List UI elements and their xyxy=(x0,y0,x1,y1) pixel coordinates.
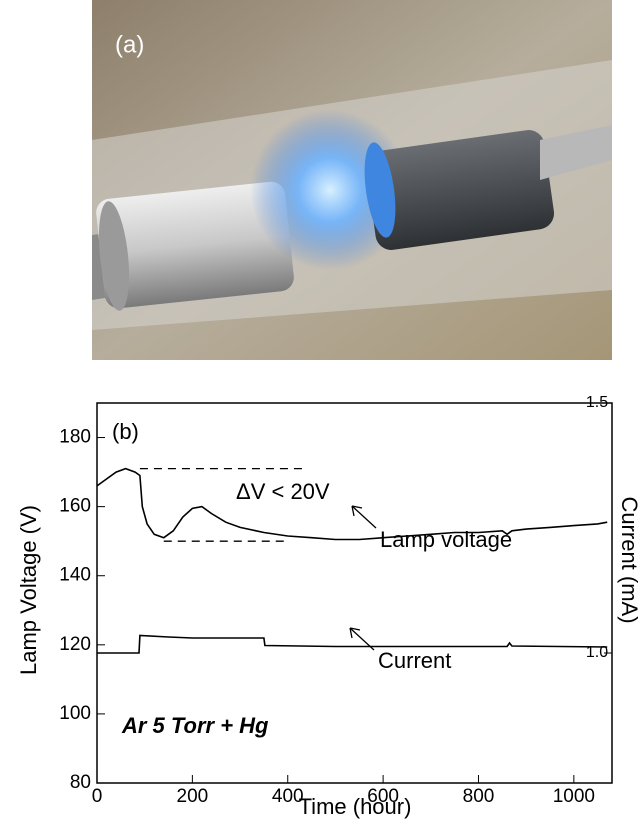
y-tick-label: 80 xyxy=(70,772,91,793)
annotation: ΔV < 20V xyxy=(236,479,330,504)
x-tick-label: 800 xyxy=(463,786,495,807)
figure: (a) (b) ΔV < 20V Lamp voltage Current Ar… xyxy=(0,0,641,823)
chart-frame: (b) ΔV < 20V Lamp voltage Current Ar 5 T… xyxy=(16,403,641,819)
series-line xyxy=(97,469,607,540)
panel-label: (a) xyxy=(115,31,144,58)
y-tick-label: 180 xyxy=(59,427,91,448)
y-tick-label: 140 xyxy=(59,565,91,586)
x-tick-label: 400 xyxy=(272,786,304,807)
annotation: Ar 5 Torr + Hg xyxy=(121,713,269,738)
annotation: Current xyxy=(378,648,451,673)
panel-label: (b) xyxy=(112,419,139,444)
x-tick-label: 200 xyxy=(177,786,209,807)
y-tick-label: 160 xyxy=(59,496,91,517)
y-tick-label: 100 xyxy=(59,703,91,724)
arrow xyxy=(352,506,376,528)
y2-axis-title: Current (mA) xyxy=(617,496,641,623)
x-tick-label: 1000 xyxy=(553,786,595,807)
series-line xyxy=(97,636,607,654)
y2-tick-label: 1.5 xyxy=(586,394,608,411)
photo: (a) xyxy=(92,0,612,360)
x-tick-label: 0 xyxy=(92,786,103,807)
y-axis-title: Lamp Voltage (V) xyxy=(16,505,41,675)
y-tick-label: 120 xyxy=(59,634,91,655)
annotation: Lamp voltage xyxy=(380,527,512,552)
x-tick-label: 600 xyxy=(367,786,399,807)
